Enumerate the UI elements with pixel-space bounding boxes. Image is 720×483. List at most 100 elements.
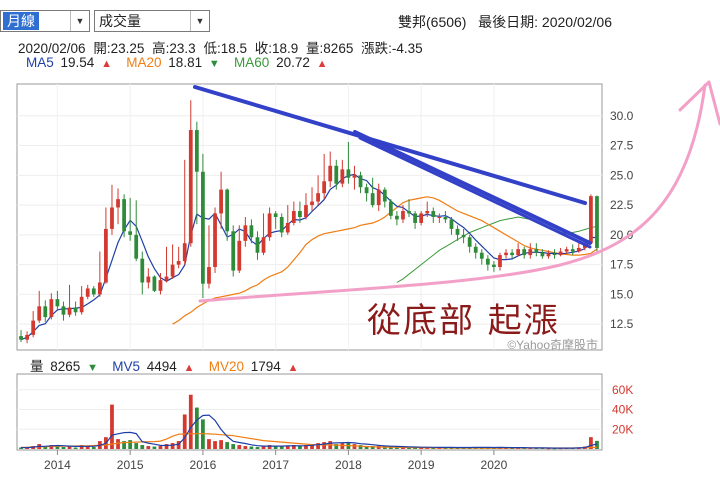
candle-body: [25, 334, 29, 340]
volume-bar: [413, 447, 417, 449]
last-date: 最後日期: 2020/02/06: [478, 14, 612, 30]
volume-bar: [261, 446, 266, 449]
candle-body: [467, 237, 472, 247]
price-tick-label: 15.0: [610, 287, 634, 301]
x-tick-label: 2017: [262, 458, 289, 472]
candle-body: [352, 175, 357, 178]
candle-body: [170, 264, 175, 277]
candle-body: [546, 253, 551, 257]
candle-body: [485, 258, 490, 265]
volume-bar: [91, 447, 96, 449]
vol-label: 量: [30, 359, 44, 374]
ohlc-date: 2020/02/06: [18, 41, 86, 56]
price-tick-label: 25.0: [610, 168, 634, 182]
candle-body: [437, 217, 442, 218]
candle-body: [273, 213, 278, 217]
period-value: 月線: [3, 12, 39, 30]
price-tick-label: 12.5: [610, 317, 634, 331]
volume-bar: [589, 437, 593, 449]
volume-bar: [116, 439, 120, 449]
volume-bar: [55, 446, 60, 449]
volume-bar: [110, 404, 114, 449]
arrow-down-icon: ▼: [87, 362, 98, 374]
arrow-down-icon: ▼: [208, 58, 220, 70]
volume-bar: [122, 441, 126, 449]
candle-body: [249, 225, 254, 238]
candle-body: [91, 288, 96, 295]
x-tick-label: 2020: [481, 458, 508, 472]
volume-bar: [552, 448, 557, 450]
mv20-label: MV20: [208, 359, 245, 374]
volume-bar: [334, 444, 339, 449]
mid-trend-line-2: [358, 136, 592, 249]
ma5-value: 19.54: [60, 55, 95, 70]
vol-value: 8265: [50, 359, 81, 374]
x-tick-label: 2014: [44, 458, 71, 472]
ohlc-low: 低:18.5: [203, 41, 247, 56]
volume-bar: [364, 446, 369, 449]
volume-bar: [322, 442, 327, 449]
chevron-down-icon[interactable]: ▼: [190, 11, 209, 31]
candle-body: [334, 165, 339, 184]
volume-bar: [134, 443, 139, 449]
arrow-up-icon: ▲: [316, 58, 328, 70]
volume-bar: [61, 447, 66, 449]
volume-bar: [43, 446, 48, 449]
candle-body: [492, 264, 496, 268]
candle-body: [73, 307, 78, 313]
volume-bar: [182, 414, 187, 449]
candle-body: [97, 282, 102, 295]
price-tick-label: 17.5: [610, 258, 634, 272]
indicator-select[interactable]: 成交量 ▼: [94, 10, 210, 32]
candle-body: [85, 288, 90, 297]
candle-body: [213, 213, 217, 268]
candle-body: [552, 253, 557, 256]
candle-body: [431, 211, 436, 217]
candle-body: [298, 211, 302, 217]
ma20-line: [172, 196, 598, 325]
volume-bar: [237, 445, 242, 449]
arrow-head-icon: [678, 80, 720, 126]
candle-body: [419, 213, 424, 223]
candle-body: [158, 280, 163, 291]
candle-body: [255, 237, 260, 253]
candle-body: [455, 228, 460, 235]
candle-body: [564, 249, 569, 252]
candle-body: [207, 267, 211, 284]
volume-bar: [152, 446, 157, 449]
candle-body: [316, 193, 320, 202]
indicator-value: 成交量: [99, 13, 141, 29]
volume-bar: [25, 447, 29, 449]
volume-bar: [358, 445, 363, 449]
x-tick-label: 2015: [117, 458, 144, 472]
ohlc-volume: 量:8265: [306, 41, 354, 56]
ohlc-readout: 2020/02/06 開:23.25 高:23.3 低:18.5 收:18.9 …: [18, 37, 427, 57]
chevron-down-icon[interactable]: ▼: [70, 11, 89, 31]
ohlc-open: 開:23.25: [93, 41, 145, 56]
volume-bar: [164, 444, 169, 449]
volume-bar: [316, 443, 320, 449]
candle-body: [322, 181, 327, 194]
period-select[interactable]: 月線 ▼: [0, 10, 90, 32]
candle-body: [152, 276, 157, 291]
candle-body: [364, 187, 369, 194]
uptrend-arrow-curve: [198, 83, 707, 303]
candle-body: [201, 171, 205, 284]
volume-bar: [255, 447, 260, 449]
candle-body: [540, 252, 545, 257]
candle-body: [194, 130, 199, 172]
volume-bar: [249, 446, 254, 449]
candlesticks: [19, 100, 599, 344]
volume-bars: [19, 394, 599, 450]
candle-body: [328, 165, 333, 182]
ma5-label: MA5: [26, 55, 54, 70]
candle-body: [522, 249, 527, 256]
volume-bar: [595, 440, 599, 449]
ma20-label: MA20: [126, 55, 162, 70]
volume-bar: [176, 441, 181, 449]
mid-trend-line-1: [353, 130, 592, 245]
candle-body: [31, 320, 36, 335]
candle-body: [122, 199, 126, 232]
volume-bar: [188, 394, 193, 449]
